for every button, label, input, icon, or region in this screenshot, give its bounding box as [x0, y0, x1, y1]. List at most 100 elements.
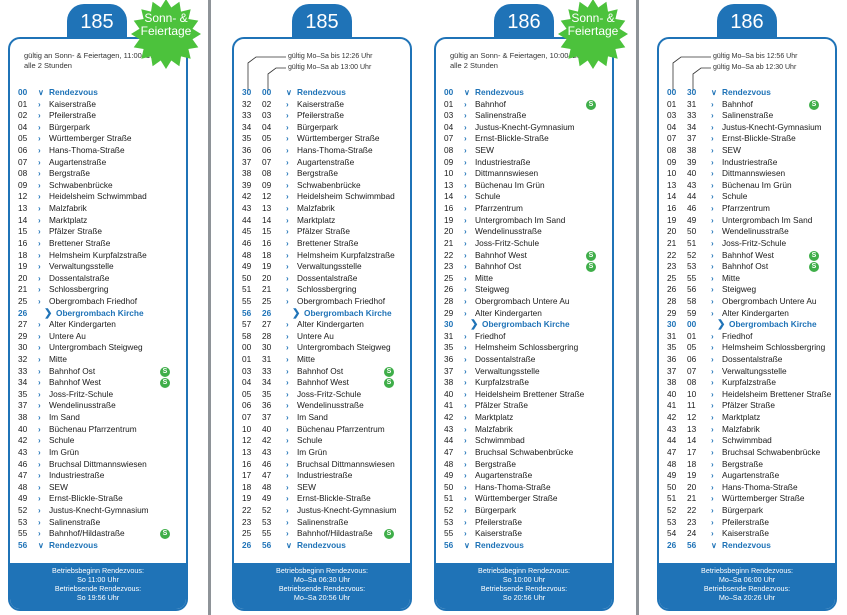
stop-name: Malzfabrik — [722, 423, 760, 434]
chevron-right-icon: › — [464, 157, 467, 167]
chevron-right-icon: › — [38, 262, 41, 272]
departure-minute: 37 — [444, 365, 454, 376]
chevron-right-icon: › — [464, 413, 467, 423]
chevron-right-icon: › — [711, 308, 714, 318]
chevron-right-icon: › — [464, 122, 467, 132]
stop-list: 00 30 ∨ Rendezvous 01 31 › Bahnhof S 03 33 › Salinen… — [659, 87, 835, 551]
stop-row: 46 › Bruchsal Dittmannswiesen — [10, 459, 186, 471]
chevron-right-icon: › — [286, 157, 289, 167]
chevron-right-icon: › — [286, 389, 289, 399]
chevron-right-icon: › — [38, 134, 41, 144]
chevron-right-icon: › — [711, 285, 714, 295]
departure-minute: 35 — [242, 133, 252, 144]
stop-name: Joss-Fritz-Schule — [475, 237, 540, 248]
stop-name: Alter Kindergarten — [49, 319, 116, 330]
departure-minute: 06 — [18, 145, 28, 156]
stop-row: 33 03 › Pfeilerstraße — [234, 110, 410, 122]
stop-row: 30 00 ∨ Rendezvous — [234, 87, 410, 99]
departure-minute-alt: 15 — [262, 226, 272, 237]
footer-caption: Betriebsende Rendezvous: — [703, 584, 791, 593]
chevron-right-icon: › — [286, 146, 289, 156]
departure-minute-alt: 31 — [687, 98, 697, 109]
departure-minute: 25 — [444, 272, 454, 283]
stop-name: Pfeilerstraße — [722, 516, 770, 527]
chevron-right-icon: ❯ — [292, 307, 301, 319]
s-bahn-icon: S — [809, 262, 819, 273]
departure-minute-alt: 55 — [262, 528, 272, 539]
departure-minute: 19 — [667, 214, 677, 225]
footer-time: Mo–Sa 20:56 Uhr — [293, 593, 351, 602]
stop-row: 40 10 › Heidelsheim Brettener Straße — [659, 389, 835, 401]
stop-name: Heidelsheim Schwimmbad — [297, 191, 395, 202]
chevron-right-icon: › — [38, 227, 41, 237]
departure-minute: 30 — [667, 319, 677, 330]
stop-name: Untergrombach Steigweg — [297, 342, 391, 353]
stop-list: 30 00 ∨ Rendezvous 32 02 › Kaiserstraße 33 03 › Pfe… — [234, 87, 410, 551]
stop-row: 12 42 › Schule — [234, 435, 410, 447]
departure-minute: 05 — [242, 388, 252, 399]
departure-minute-alt: 40 — [262, 423, 272, 434]
departure-minute-alt: 23 — [687, 516, 697, 527]
chevron-right-icon: › — [38, 517, 41, 527]
departure-minute: 01 — [444, 98, 454, 109]
stop-row: 23 53 › Bahnhof Ost S — [659, 261, 835, 273]
chevron-right-icon: › — [711, 424, 714, 434]
stop-row: 13 › Malzfabrik — [10, 203, 186, 215]
departure-minute: 54 — [667, 528, 677, 539]
stop-name: Alter Kindergarten — [475, 307, 542, 318]
departure-minute: 38 — [667, 377, 677, 388]
stop-name: Heidelsheim Brettener Straße — [475, 388, 585, 399]
departure-minute: 21 — [667, 237, 677, 248]
departure-minute: 16 — [18, 237, 28, 248]
page-separator — [208, 0, 211, 615]
chevron-right-icon: › — [38, 157, 41, 167]
operating-hours-footer: Betriebsbeginn Rendezvous: Mo–Sa 06:30 Uh… — [234, 563, 410, 609]
departure-minute: 35 — [444, 342, 454, 353]
stop-name: Industriestraße — [49, 470, 105, 481]
departure-minute: 46 — [18, 458, 28, 469]
stop-row: 20 › Dossentalstraße — [10, 273, 186, 285]
stop-row: 52 › Bürgerpark — [436, 505, 612, 517]
departure-minute: 03 — [242, 365, 252, 376]
departure-minute: 20 — [444, 226, 454, 237]
departure-minute: 41 — [667, 400, 677, 411]
chevron-right-icon: › — [711, 529, 714, 539]
chevron-right-icon: › — [711, 331, 714, 341]
chevron-right-icon: › — [711, 494, 714, 504]
stop-name: Heidelsheim Brettener Straße — [722, 388, 832, 399]
departure-minute: 49 — [444, 470, 454, 481]
stop-name: Rendezvous — [722, 87, 771, 97]
departure-minute: 26 — [667, 284, 677, 295]
line-number-tab: 186 — [494, 4, 554, 38]
departure-minute: 08 — [18, 168, 28, 179]
stop-row: 34 › Bahnhof West S — [10, 377, 186, 389]
chevron-right-icon: › — [711, 517, 714, 527]
departure-minute: 34 — [18, 377, 28, 388]
stop-name: Dossentalstraße — [49, 272, 110, 283]
stop-row: 04 34 › Justus-Knecht-Gymnasium — [659, 122, 835, 134]
chevron-right-icon: › — [464, 529, 467, 539]
chevron-right-icon: › — [711, 366, 714, 376]
stop-name: Kaiserstraße — [475, 528, 523, 539]
departure-minute: 23 — [444, 261, 454, 272]
departure-minute: 37 — [18, 400, 28, 411]
departure-minute: 25 — [667, 272, 677, 283]
departure-minute-alt: 55 — [687, 272, 697, 283]
chevron-right-icon: › — [711, 505, 714, 515]
stop-row: 46 16 › Brettener Straße — [234, 238, 410, 250]
departure-minute: 48 — [444, 458, 454, 469]
stop-name: Dossentalstraße — [722, 354, 783, 365]
chevron-right-icon: › — [464, 180, 467, 190]
stop-name: SEW — [297, 481, 316, 492]
departure-minute-alt: 50 — [687, 226, 697, 237]
stop-row: 12 › Heidelsheim Schwimmbad — [10, 191, 186, 203]
stop-row: 42 12 › Marktplatz — [659, 412, 835, 424]
departure-minute-alt: 04 — [262, 121, 272, 132]
operating-hours-footer: Betriebsbeginn Rendezvous: So 10:00 Uhr Be… — [436, 563, 612, 609]
chevron-right-icon: › — [286, 331, 289, 341]
stop-name: Kaiserstraße — [49, 98, 97, 109]
stop-name: Obergrombach Kirche — [729, 319, 817, 330]
stop-name: Marktplatz — [722, 412, 761, 423]
departure-minute-alt: 58 — [687, 295, 697, 306]
chevron-right-icon: › — [711, 99, 714, 109]
